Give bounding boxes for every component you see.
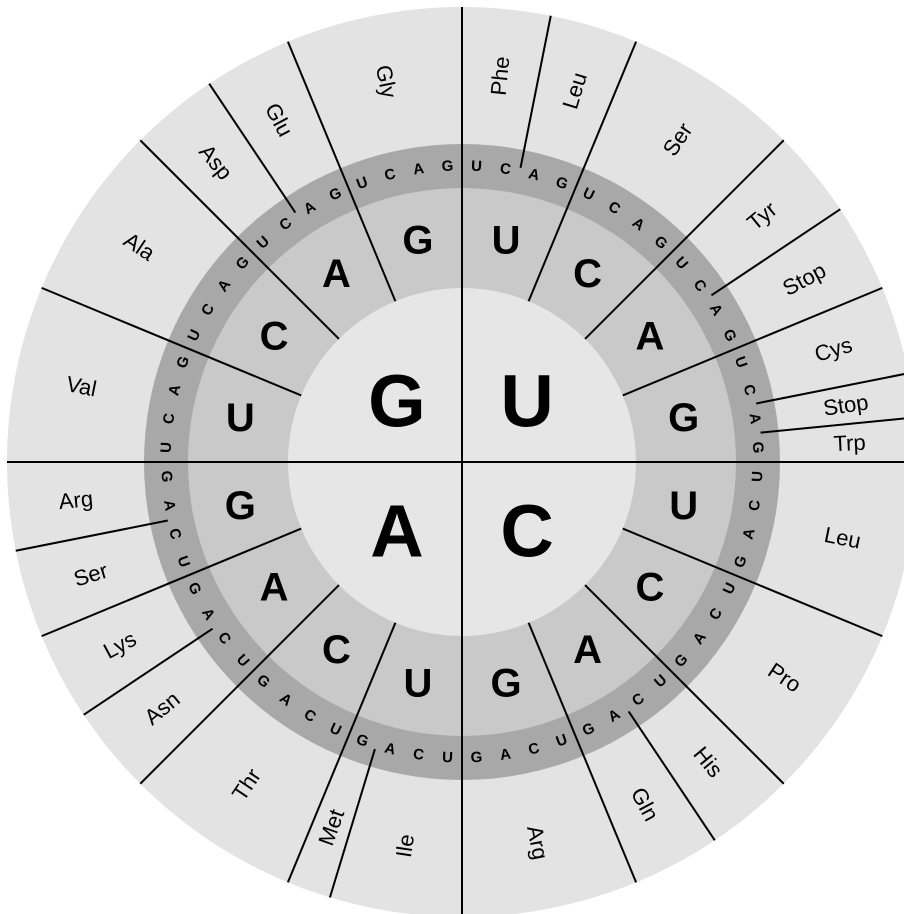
second-letter: G [491,662,522,706]
third-letter: A [165,383,184,398]
amino-acid: Val [64,371,98,401]
sector-divider [286,622,397,883]
amino-divider [627,710,716,841]
third-letter: U [731,354,751,370]
second-letter: C [260,314,289,358]
third-letter: A [740,526,759,541]
second-letter: C [635,566,664,610]
third-letter: A [499,746,512,764]
third-letter: C [746,499,764,512]
second-letter: A [260,566,289,610]
first-letter: G [368,359,426,442]
sector-divider [41,527,302,638]
amino-divider [710,208,841,297]
amino-divider [760,417,904,434]
amino-divider [15,519,168,552]
third-letter: G [470,749,482,767]
third-letter: C [160,412,178,425]
third-letter: A [527,165,542,184]
sector-divider [286,41,397,302]
second-letter: U [492,218,521,262]
sector-divider [527,41,638,302]
third-letter: A [160,499,178,512]
sector-divider [622,527,883,638]
second-letter: G [225,484,256,528]
amino-acid: Arg [58,486,95,514]
sector-divider [41,286,302,397]
amino-acid: Ile [391,832,419,859]
sector-divider [584,584,785,785]
sector-divider [584,139,785,340]
third-letter: C [165,527,184,542]
amino-acid: Trp [833,430,866,457]
amino-acid: Phe [486,55,515,96]
sector-divider [527,622,638,883]
third-letter: C [383,165,398,184]
third-letter: A [383,740,398,759]
second-letter: C [322,628,351,672]
third-letter: G [553,173,570,193]
first-letter: C [500,490,553,573]
third-letter: U [442,749,454,767]
second-letter: C [573,252,602,296]
third-letter: C [412,746,425,764]
first-letter: A [370,490,423,573]
third-letter: G [354,731,371,751]
third-letter: A [412,160,425,178]
second-letter: A [322,252,351,296]
third-letter: U [354,173,370,193]
second-letter: U [669,484,698,528]
third-letter: U [554,731,570,751]
amino-divider [519,15,552,168]
third-letter: C [740,383,759,398]
third-letter: A [746,412,764,425]
second-letter: A [635,314,664,358]
amino-divider [208,83,297,214]
sector-divider [139,584,340,785]
second-letter: G [402,218,433,262]
second-letter: G [668,396,699,440]
second-letter: U [403,662,432,706]
third-letter: U [158,442,176,454]
second-letter: A [573,628,602,672]
third-letter: G [731,553,751,570]
third-letter: U [749,471,767,483]
third-letter: U [173,554,193,570]
second-letter: U [226,396,255,440]
first-letter: U [500,359,553,442]
third-letter: G [749,441,767,453]
third-letter: U [471,158,483,176]
third-letter: C [527,740,542,759]
amino-divider [83,627,214,716]
amino-divider [328,748,376,898]
sector-divider [139,139,340,340]
sector-divider [622,286,883,397]
third-letter: G [441,158,453,176]
amino-divider [756,373,904,405]
third-letter: G [158,470,176,482]
third-letter: G [173,354,193,371]
third-letter: C [499,160,512,178]
